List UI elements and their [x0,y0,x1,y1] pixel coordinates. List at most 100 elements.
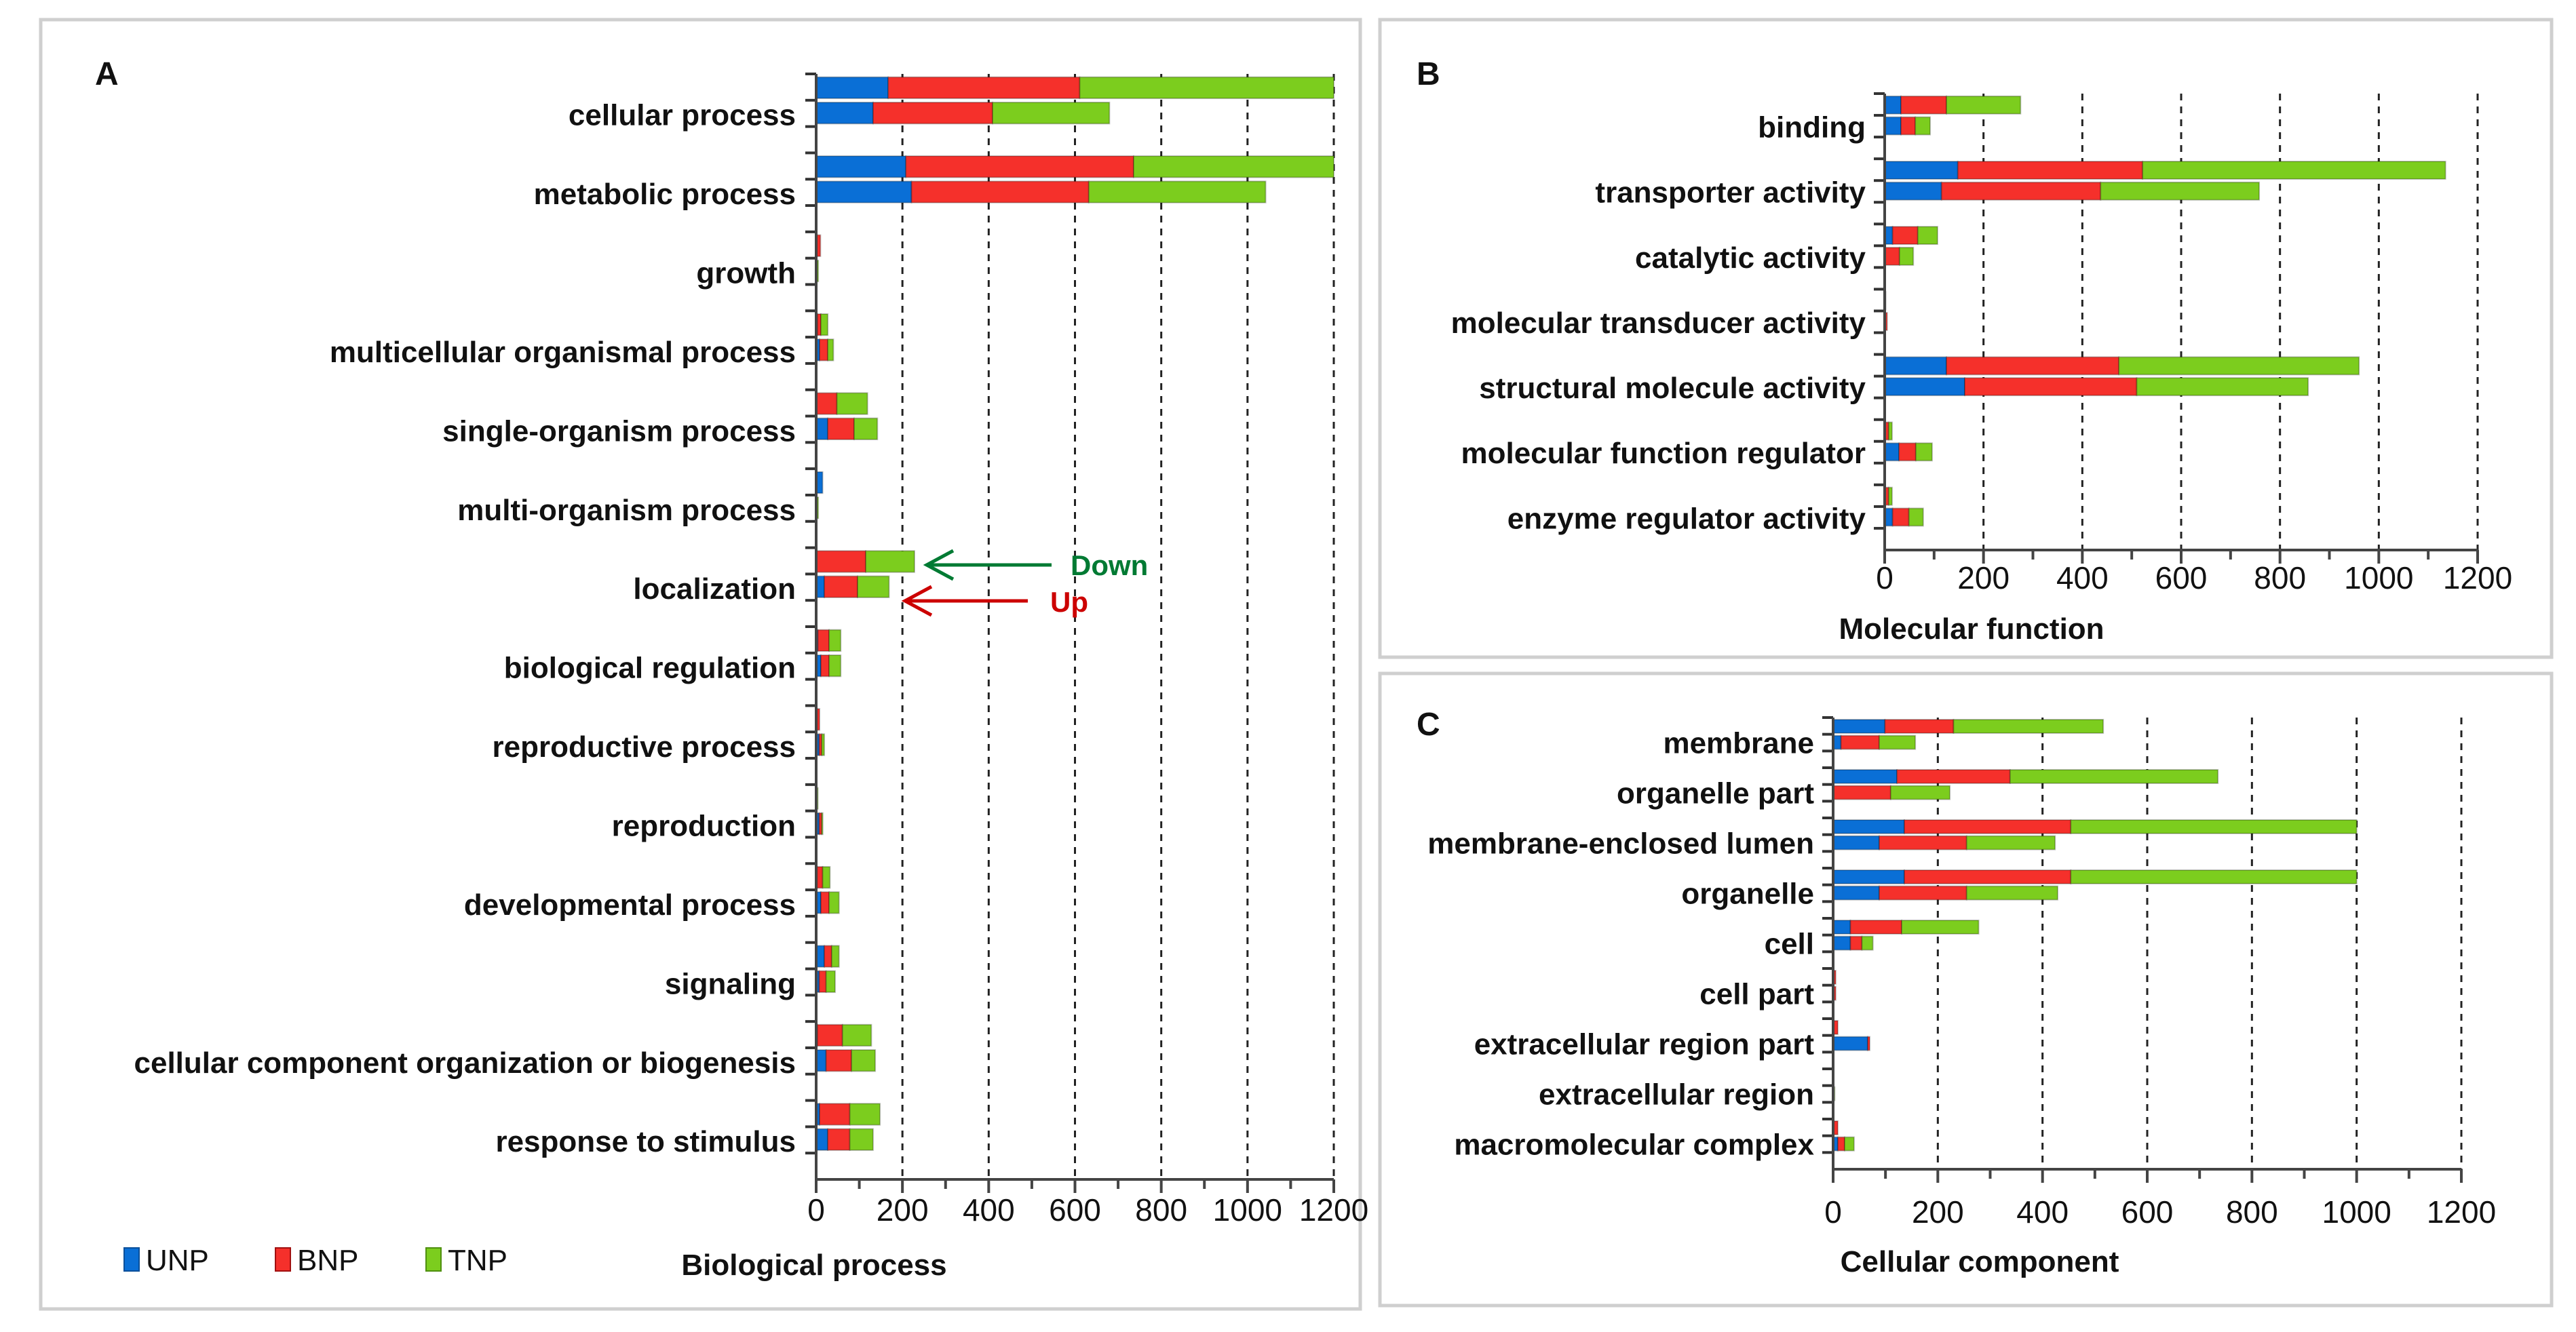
panel-b-label: B [1417,56,1440,92]
bar-tnp-down [2142,160,2446,180]
bar-bnp-up [818,970,827,994]
bar-bnp-up [872,101,994,125]
bar-tnp-down [2070,869,2358,884]
bar-tnp-up [857,575,890,598]
bar-tnp-up [851,1049,877,1072]
bar-tnp-down [1132,155,1335,178]
down-arrowhead-icon [923,549,955,581]
legend-swatch-unp [123,1247,140,1272]
bar-unp-down [1832,919,1851,935]
panel-a-frame [39,18,1362,1311]
bar-tnp-down [820,313,829,336]
bar-bnp-up [1840,734,1880,750]
x-tick-label: 1000 [2344,560,2413,595]
category-label: developmental process [464,888,796,922]
x-tick-label: 400 [2056,560,2109,595]
category-label: macromolecular complex [1454,1128,1814,1161]
bar-tnp-down [830,945,840,968]
category-label: single-organism process [442,414,796,448]
legend-label-tnp: TNP [448,1244,507,1277]
bar-bnp-down [1849,919,1903,935]
bar-bnp-down [815,550,867,573]
category-label: molecular transducer activity [1451,307,1866,340]
x-tick-label: 1000 [1213,1192,1282,1228]
x-tick-label: 200 [1912,1194,1964,1230]
bar-bnp-down [1891,226,1919,246]
bar-unp-up [815,1128,829,1151]
bar-unp-up [815,101,874,125]
bar-bnp-down [1896,768,2011,784]
bar-bnp-down [824,945,832,968]
category-label: cell [1765,927,1814,960]
bar-unp-up [1884,116,1902,136]
bar-tnp-down [1946,95,2022,115]
bar-bnp-up [827,417,855,441]
x-tick-label: 1200 [2427,1194,2496,1230]
bar-bnp-down [816,234,822,257]
bar-bnp-up [1849,935,1863,951]
category-label: multi-organism process [457,494,796,527]
bar-tnp-down [1887,421,1893,441]
bar-bnp-down [1900,95,1948,115]
bar-unp-up [1884,181,1942,201]
category-label: reproduction [612,810,796,843]
bar-tnp-up [2100,181,2261,201]
bar-tnp-up [992,101,1111,125]
bar-bnp-down [816,1023,843,1047]
legend-label-unp: UNP [146,1244,209,1277]
bar-bnp-down [817,629,830,652]
bar-tnp-down [1901,919,1980,935]
bar-bnp-down [887,76,1081,100]
panel-c-label: C [1417,707,1440,743]
x-tick-label: 800 [2254,560,2306,595]
x-tick-label: 800 [2226,1194,2278,1230]
legend-swatch-bnp [275,1247,291,1272]
bar-tnp-down [1079,76,1334,100]
bar-bnp-up [1900,116,1917,136]
category-label: membrane [1663,726,1814,760]
bar-bnp-up [1898,442,1917,462]
bar-tnp-down [836,392,868,415]
bar-bnp-up [820,654,830,678]
bar-tnp-up [849,1128,874,1151]
legend-label-bnp: BNP [297,1244,358,1277]
bar-tnp-up [853,417,879,441]
chart-a: 0 200 400 600 800 1000 1200 cellular process met… [134,73,1368,1282]
bar-bnp-up [827,1128,851,1151]
bar-tnp-up [1908,507,1924,527]
x-tick-label: 400 [963,1192,1015,1228]
x-tick-label: 1200 [2443,560,2512,595]
x-tick-label: 1000 [2322,1194,2391,1230]
category-label: cellular component organization or bioge… [134,1046,796,1080]
bar-unp-up [1884,377,1965,397]
category-label: binding [1758,111,1866,144]
bar-tnp-down [1917,226,1938,246]
bar-bnp-down [1957,160,2144,180]
bar-unp-up [1832,935,1851,951]
bar-bnp-up [1878,835,1967,850]
bar-bnp-up [819,338,829,361]
bar-unp-up [815,180,912,203]
bar-unp-down [1884,160,1959,180]
category-label: structural molecule activity [1479,372,1866,405]
bar-tnp-up [1878,734,1917,750]
bar-tnp-up [1915,116,1931,136]
x-tick-label: 400 [2016,1194,2069,1230]
x-tick-label: 600 [2155,560,2208,595]
bar-unp-up [815,1049,827,1072]
category-label: organelle [1681,877,1814,910]
annotation-down: Down [923,549,1148,581]
bar-unp-down [1832,718,1886,734]
bar-unp-up [1832,835,1880,850]
bar-bnp-up [1963,377,2138,397]
bar-unp-up [1832,885,1880,901]
bar-tnp-up [1861,935,1874,951]
bar-unp-up [1884,442,1900,462]
down-label: Down [1071,549,1148,581]
bar-bnp-up [1878,885,1967,901]
bar-tnp-down [822,865,831,889]
category-label: cell part [1699,977,1814,1011]
bar-unp-down [815,155,907,178]
legend: UNP BNP TNP [123,1244,507,1277]
